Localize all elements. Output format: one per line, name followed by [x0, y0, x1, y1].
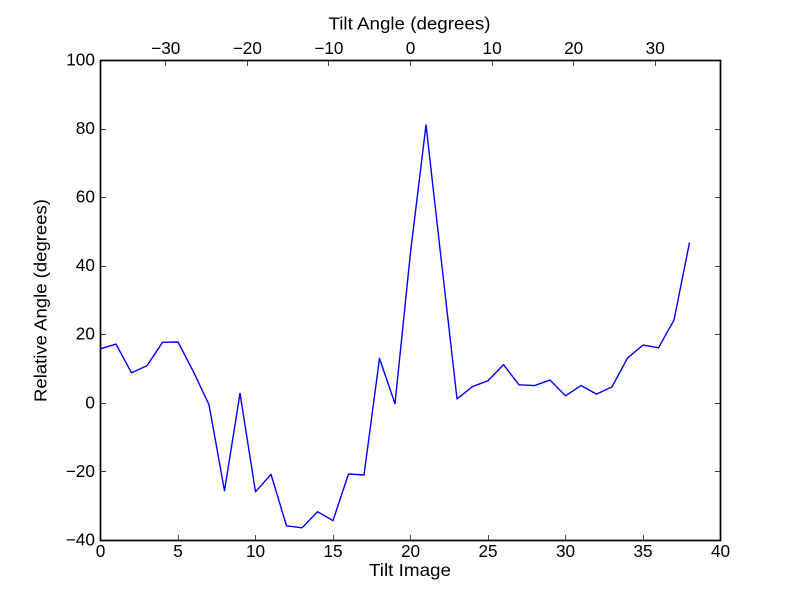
svg-text:−20: −20 [66, 461, 95, 481]
svg-text:35: 35 [633, 541, 652, 561]
svg-text:5: 5 [173, 541, 183, 561]
svg-text:30: 30 [556, 541, 575, 561]
svg-text:20: 20 [564, 38, 583, 58]
svg-text:−20: −20 [233, 38, 262, 58]
svg-text:60: 60 [76, 187, 95, 207]
svg-text:25: 25 [478, 541, 497, 561]
svg-text:−30: −30 [151, 38, 180, 58]
svg-text:40: 40 [711, 541, 730, 561]
svg-text:20: 20 [76, 324, 95, 344]
svg-text:80: 80 [76, 118, 95, 138]
svg-text:Relative Angle (degrees): Relative Angle (degrees) [31, 199, 51, 402]
svg-text:100: 100 [66, 49, 95, 69]
svg-text:40: 40 [76, 255, 95, 275]
svg-text:Tilt Angle (degrees): Tilt Angle (degrees) [329, 14, 491, 34]
svg-text:−10: −10 [314, 38, 343, 58]
svg-text:0: 0 [96, 541, 106, 561]
svg-text:0: 0 [85, 392, 95, 412]
svg-text:0: 0 [406, 38, 416, 58]
svg-text:15: 15 [323, 541, 342, 561]
svg-text:10: 10 [246, 541, 265, 561]
svg-text:30: 30 [646, 38, 665, 58]
svg-text:20: 20 [401, 541, 420, 561]
svg-text:Tilt Image: Tilt Image [369, 560, 451, 580]
svg-text:−40: −40 [66, 529, 95, 549]
svg-text:10: 10 [483, 38, 502, 58]
